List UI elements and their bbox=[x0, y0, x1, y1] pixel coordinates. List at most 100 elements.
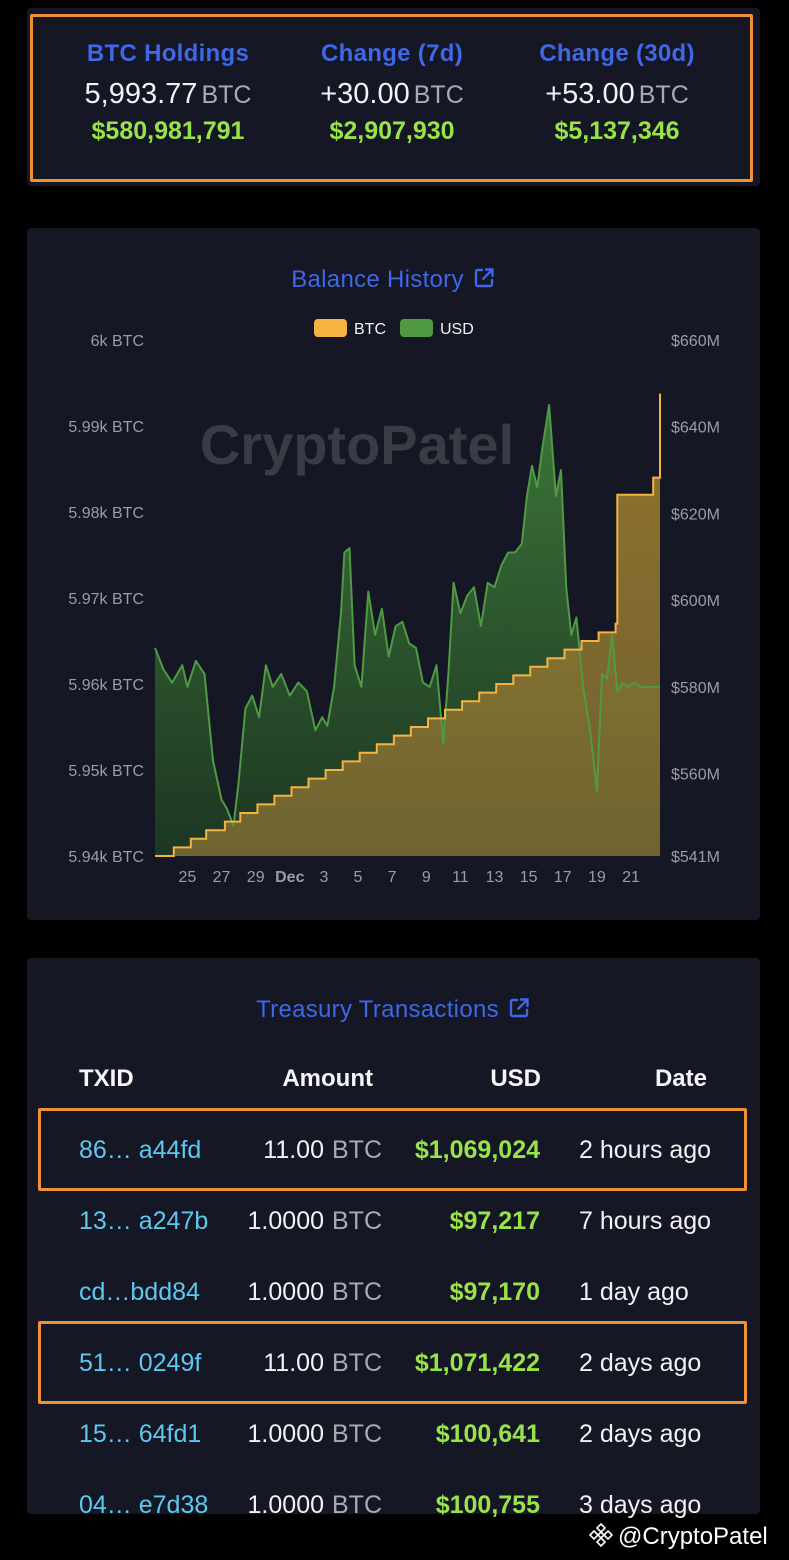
usd-cell: $1,069,024 bbox=[414, 1136, 540, 1164]
date-cell: 2 hours ago bbox=[579, 1136, 712, 1164]
watermark-handle: @CryptoPatel bbox=[618, 1523, 768, 1550]
y-right-tick-label: $580M bbox=[671, 680, 720, 697]
x-tick-label: 17 bbox=[554, 869, 572, 886]
x-tick-label: 13 bbox=[486, 869, 504, 886]
column-header-amount[interactable]: Amount bbox=[282, 1065, 373, 1092]
amount-value: 1.0000 bbox=[247, 1207, 324, 1235]
table-row[interactable]: 04… e7d38 1.0000 BTC $100,755 3 days ago bbox=[27, 1475, 760, 1535]
amount-cell: 1.0000 BTC bbox=[248, 1475, 382, 1535]
treasury-transactions-title[interactable]: Treasury Transactions bbox=[256, 996, 499, 1023]
highlight-box bbox=[30, 14, 753, 182]
date-cell: 3 days ago bbox=[579, 1491, 702, 1519]
amount-cell: 1.0000 BTC bbox=[248, 1191, 382, 1251]
x-tick-label: 29 bbox=[247, 869, 265, 886]
usd-series-line bbox=[154, 404, 660, 827]
amount-unit: BTC bbox=[332, 1136, 382, 1164]
txid-link[interactable]: 51… 0249f bbox=[79, 1349, 202, 1377]
y-left-tick-label: 5.94k BTC bbox=[68, 849, 144, 866]
legend-label-usd: USD bbox=[440, 321, 474, 338]
y-right-tick-label: $560M bbox=[671, 767, 720, 784]
x-tick-label: 21 bbox=[622, 869, 640, 886]
x-tick-label: 3 bbox=[319, 869, 328, 886]
amount-unit: BTC bbox=[332, 1349, 382, 1377]
amount-value: 1.0000 bbox=[247, 1420, 324, 1448]
x-tick-label: 19 bbox=[588, 869, 606, 886]
txid-link[interactable]: 86… a44fd bbox=[79, 1136, 202, 1164]
btc-holdings-label: BTC Holdings bbox=[86, 40, 250, 67]
amount-cell: 11.00 BTC bbox=[263, 1333, 382, 1393]
y-left-tick-label: 5.96k BTC bbox=[68, 677, 144, 694]
balance-history-panel: CryptoPatel 6k BTC 5.99k BTC 5.98k BTC 5.97k… bbox=[27, 228, 760, 920]
txid-link[interactable]: cd…bdd84 bbox=[79, 1278, 200, 1306]
date-cell: 2 days ago bbox=[579, 1420, 702, 1448]
txid-link[interactable]: 13… a247b bbox=[79, 1207, 209, 1235]
change-30d-usd: $5,137,346 bbox=[554, 117, 680, 145]
table-row[interactable]: 51… 0249f 11.00 BTC $1,071,422 2 days ago bbox=[27, 1321, 760, 1404]
change-7d-value: +30.00 BTC bbox=[272, 78, 512, 111]
txid-link[interactable]: 15… 64fd1 bbox=[79, 1420, 202, 1448]
legend-label-btc: BTC bbox=[354, 321, 386, 338]
column-header-txid[interactable]: TXID bbox=[79, 1065, 134, 1092]
y-right-tick-label: $640M bbox=[671, 420, 720, 437]
usd-cell: $97,217 bbox=[449, 1207, 540, 1235]
y-right-tick-label: $541M bbox=[671, 849, 720, 866]
column-header-usd[interactable]: USD bbox=[490, 1065, 541, 1092]
btc-series-area bbox=[155, 393, 660, 856]
amount-value: 11.00 bbox=[263, 1136, 324, 1164]
external-link-icon[interactable] bbox=[507, 996, 531, 1020]
amount-cell: 1.0000 BTC bbox=[248, 1404, 382, 1464]
x-tick-label: 7 bbox=[388, 869, 397, 886]
treasury-transactions-header[interactable]: Treasury Transactions bbox=[27, 996, 760, 1024]
usd-cell: $97,170 bbox=[449, 1278, 540, 1306]
chart-watermark: CryptoPatel bbox=[200, 413, 514, 476]
change-30d-amount: +53.00 bbox=[545, 78, 635, 110]
binance-logo-icon bbox=[588, 1522, 614, 1548]
change-7d-usd: $2,907,930 bbox=[329, 117, 455, 145]
amount-unit: BTC bbox=[332, 1491, 382, 1519]
balance-history-header[interactable]: Balance History bbox=[27, 266, 760, 294]
x-tick-label: 27 bbox=[213, 869, 231, 886]
date-cell: 2 days ago bbox=[579, 1349, 702, 1377]
usd-cell: $1,071,422 bbox=[414, 1349, 540, 1377]
btc-holdings-amount: 5,993.77 bbox=[84, 78, 198, 110]
row-highlight-box bbox=[38, 1108, 747, 1191]
balance-history-title[interactable]: Balance History bbox=[291, 266, 464, 293]
table-row[interactable]: 86… a44fd 11.00 BTC $1,069,024 2 hours ago bbox=[27, 1108, 760, 1191]
x-tick-label: 25 bbox=[179, 869, 197, 886]
y-left-tick-label: 5.99k BTC bbox=[68, 419, 144, 436]
amount-value: 1.0000 bbox=[247, 1491, 324, 1519]
watermark: @CryptoPatel bbox=[588, 1522, 768, 1551]
x-tick-label: 11 bbox=[452, 869, 469, 886]
y-right-tick-label: $660M bbox=[671, 333, 720, 350]
x-tick-label: 5 bbox=[354, 869, 363, 886]
date-cell: 7 hours ago bbox=[579, 1207, 712, 1235]
btc-holdings-usd: $580,981,791 bbox=[91, 117, 245, 145]
legend-swatch-btc bbox=[314, 319, 347, 337]
amount-unit: BTC bbox=[332, 1207, 382, 1235]
row-highlight-box bbox=[38, 1321, 747, 1404]
table-row[interactable]: 15… 64fd1 1.0000 BTC $100,641 2 days ago bbox=[27, 1404, 760, 1464]
x-tick-label: 15 bbox=[520, 869, 538, 886]
table-row[interactable]: cd…bdd84 1.0000 BTC $97,170 1 day ago bbox=[27, 1262, 760, 1322]
table-row[interactable]: 13… a247b 1.0000 BTC $97,217 7 hours ago bbox=[27, 1191, 760, 1251]
amount-cell: 11.00 BTC bbox=[263, 1120, 382, 1180]
amount-value: 1.0000 bbox=[247, 1278, 324, 1306]
column-header-date[interactable]: Date bbox=[654, 1065, 707, 1092]
x-tick-label: Dec bbox=[275, 869, 304, 886]
y-right-tick-label: $620M bbox=[671, 506, 720, 523]
btc-unit: BTC bbox=[638, 81, 689, 109]
change-7d-amount: +30.00 bbox=[320, 78, 410, 110]
btc-unit: BTC bbox=[201, 81, 252, 109]
change-30d-value: +53.00 BTC bbox=[497, 78, 737, 111]
change-30d-label: Change (30d) bbox=[539, 40, 695, 67]
amount-cell: 1.0000 BTC bbox=[248, 1262, 382, 1322]
y-left-tick-label: 5.98k BTC bbox=[68, 505, 144, 522]
txid-link[interactable]: 04… e7d38 bbox=[79, 1491, 209, 1519]
external-link-icon[interactable] bbox=[472, 266, 496, 290]
date-cell: 1 day ago bbox=[579, 1278, 689, 1306]
btc-holdings-value: 5,993.77 BTC bbox=[48, 78, 288, 111]
amount-value: 11.00 bbox=[263, 1349, 324, 1377]
amount-unit: BTC bbox=[332, 1420, 382, 1448]
treasury-transactions-panel: Treasury Transactions bbox=[27, 958, 760, 1514]
holdings-summary: BTC Holdings 5,993.77 BTC $580,981,791 Ch… bbox=[27, 8, 760, 186]
